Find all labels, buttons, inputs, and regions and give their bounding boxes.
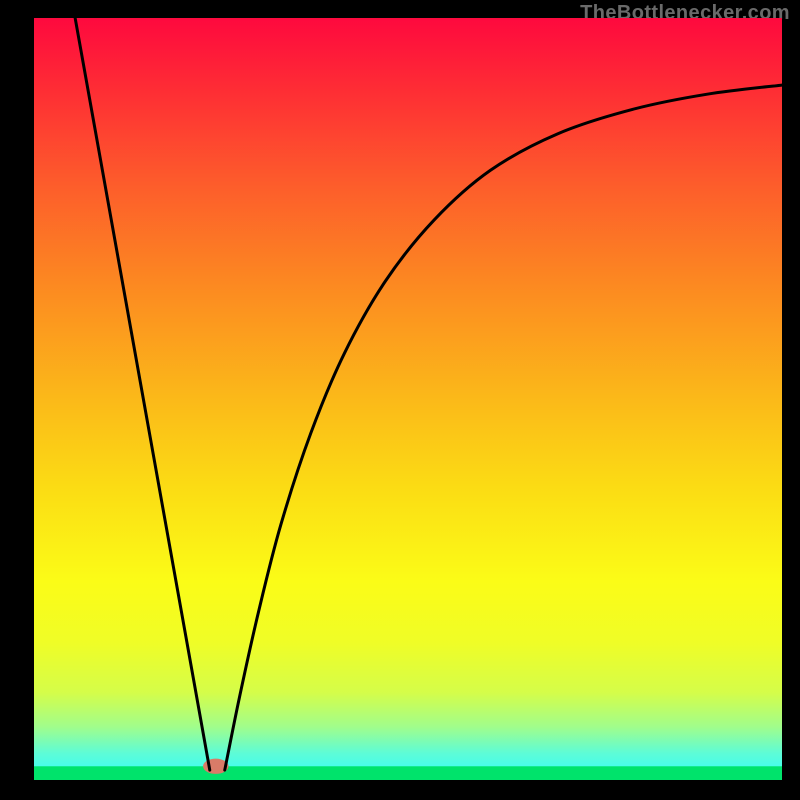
chart-container: TheBottlenecker.com	[0, 0, 800, 800]
green-band	[34, 766, 782, 780]
gradient-background	[34, 18, 782, 780]
chart-plot	[34, 18, 782, 780]
